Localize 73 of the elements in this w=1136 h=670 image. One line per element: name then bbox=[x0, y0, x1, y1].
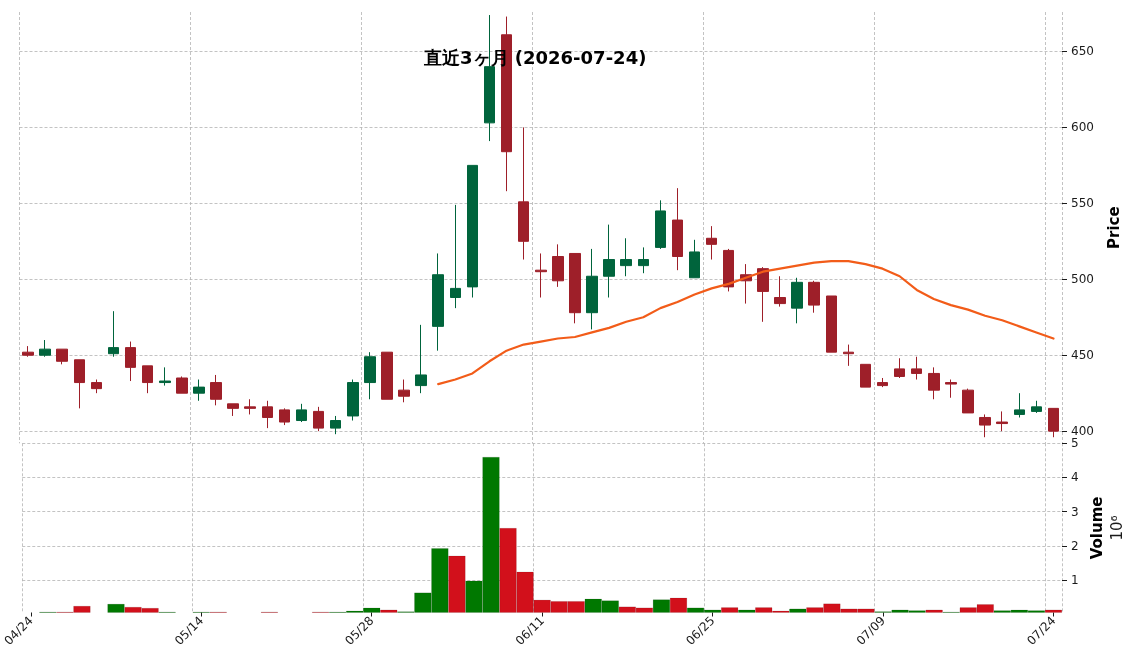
candlestick bbox=[911, 356, 922, 381]
candlestick bbox=[347, 379, 359, 422]
candlestick bbox=[552, 243, 564, 288]
candlestick bbox=[843, 344, 854, 367]
candlestick bbox=[450, 204, 461, 309]
y-tick-label: 500 bbox=[1071, 272, 1094, 287]
candlestick bbox=[330, 415, 341, 435]
candlestick bbox=[518, 126, 529, 261]
candlestick bbox=[1014, 392, 1025, 418]
y-tick-label: 650 bbox=[1071, 44, 1094, 59]
y-tick-label: 550 bbox=[1071, 196, 1094, 211]
candlestick bbox=[791, 277, 803, 324]
candlestick bbox=[655, 199, 666, 250]
candlestick bbox=[945, 379, 957, 399]
text: 10⁶ bbox=[1108, 515, 1126, 541]
candlestick bbox=[979, 413, 991, 438]
y-tick-label: 400 bbox=[1071, 424, 1094, 439]
candlestick bbox=[467, 164, 478, 299]
candlestick bbox=[603, 224, 615, 299]
candlestick bbox=[586, 248, 598, 330]
candlestick bbox=[962, 388, 974, 414]
candlestick bbox=[672, 187, 683, 271]
candlestick bbox=[364, 351, 376, 400]
candlestick bbox=[210, 374, 222, 406]
candlestick bbox=[860, 363, 871, 388]
candlestick bbox=[279, 407, 290, 426]
candlestick bbox=[381, 351, 393, 400]
candlestick bbox=[928, 366, 940, 400]
y-tick-label: 4 bbox=[1071, 470, 1079, 485]
candlestick bbox=[535, 252, 547, 299]
y-axis-title: Volume bbox=[1088, 496, 1107, 560]
candlestick bbox=[159, 366, 171, 387]
y-tick-label: 2 bbox=[1071, 538, 1079, 553]
candlestick bbox=[774, 275, 786, 308]
candlestick bbox=[398, 379, 410, 403]
candlestick bbox=[689, 239, 700, 279]
candlestick bbox=[91, 379, 102, 394]
candlestick bbox=[826, 295, 837, 353]
y-axis-title: Price bbox=[1104, 206, 1123, 249]
candlestick bbox=[1031, 400, 1042, 414]
candlestick bbox=[313, 406, 324, 432]
line-series bbox=[437, 259, 1055, 386]
candlestick bbox=[1048, 407, 1059, 438]
candlestick bbox=[176, 375, 188, 394]
candlestick bbox=[193, 379, 205, 402]
candlestick bbox=[996, 410, 1008, 432]
candlestick bbox=[432, 252, 444, 352]
candlestick bbox=[262, 400, 273, 429]
y-tick-label: 5 bbox=[1071, 436, 1079, 451]
candlestick bbox=[877, 377, 888, 388]
candlestick bbox=[227, 403, 239, 417]
candlestick bbox=[808, 280, 820, 314]
candlestick bbox=[56, 348, 68, 365]
candlestick bbox=[296, 403, 307, 423]
candlestick bbox=[415, 324, 427, 394]
y-tick-label: 450 bbox=[1071, 348, 1094, 363]
y-tick-label: 3 bbox=[1071, 504, 1079, 519]
candlestick bbox=[638, 246, 649, 274]
candlestick bbox=[569, 252, 581, 324]
candlestick bbox=[620, 237, 632, 277]
y-tick-label: 1 bbox=[1071, 573, 1079, 588]
candlestick bbox=[723, 248, 734, 292]
candlestick bbox=[706, 225, 717, 261]
candlestick bbox=[39, 339, 51, 358]
candlestick bbox=[894, 357, 905, 379]
y-tick-label: 600 bbox=[1071, 120, 1094, 135]
candlestick bbox=[142, 365, 153, 394]
candlestick bbox=[22, 345, 34, 358]
candlestick bbox=[108, 310, 119, 358]
candlestick bbox=[74, 359, 85, 409]
candlestick bbox=[757, 266, 769, 323]
candlestick bbox=[125, 341, 136, 382]
candlestick bbox=[244, 398, 256, 415]
